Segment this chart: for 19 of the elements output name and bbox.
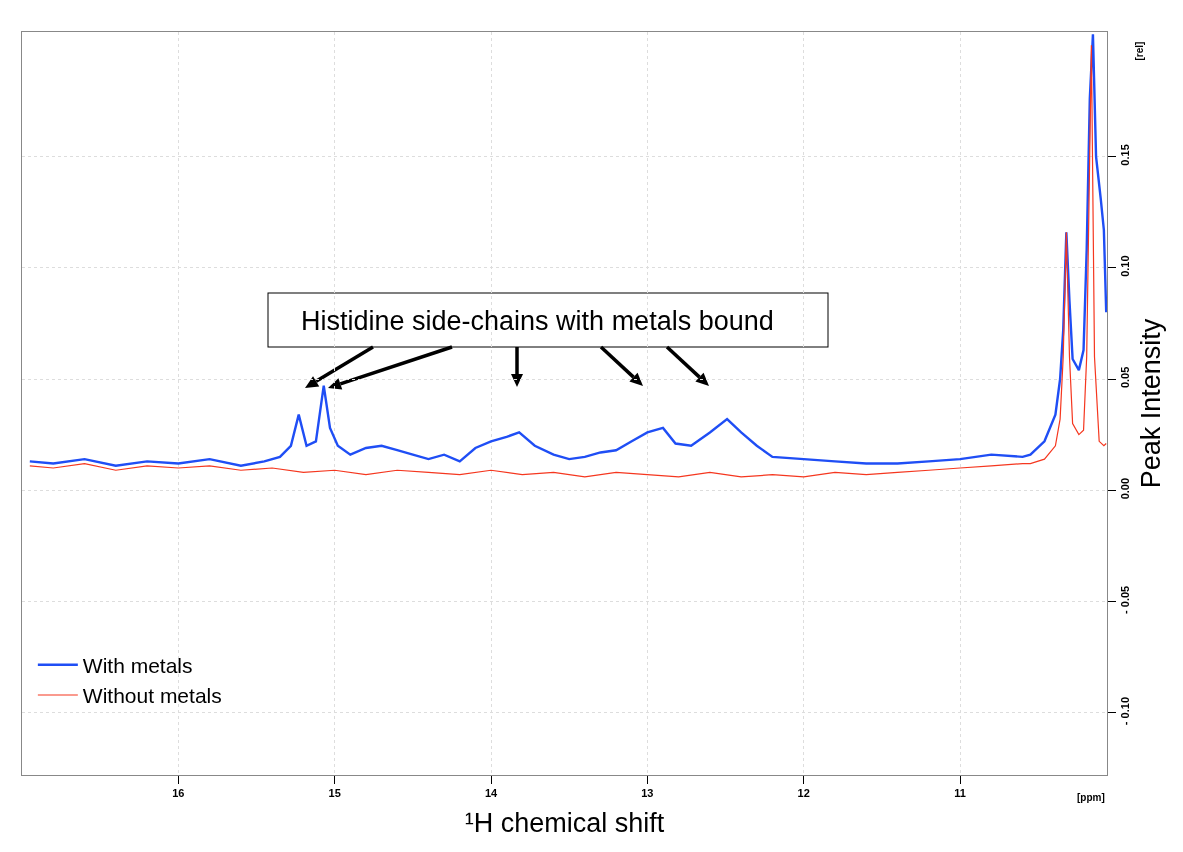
text: [ppm] — [1077, 792, 1105, 803]
x-axis-title: ¹H chemical shift — [464, 807, 665, 838]
legend-label: With metals — [82, 653, 193, 677]
y-tick-label: 0.00 — [1119, 477, 1132, 500]
x-tick-label: 11 — [954, 787, 966, 800]
x-tick-label: 16 — [172, 787, 185, 800]
x-tick-label: 12 — [797, 787, 810, 800]
text: [rel] — [1133, 41, 1145, 61]
y-tick-label: 0.05 — [1119, 366, 1132, 389]
annotation: Histidine side-chains with metals bound — [301, 306, 774, 336]
legend-label: Without metals — [82, 684, 222, 708]
y-tick-label: 0.10 — [1119, 255, 1132, 277]
y-tick-label: - 0.10 — [1119, 696, 1132, 726]
y-axis-title: Peak Intensity — [1135, 318, 1166, 489]
x-tick-label: 14 — [484, 787, 499, 800]
x-tick-label: 15 — [328, 787, 341, 800]
y-tick-label: - 0.05 — [1119, 585, 1132, 614]
x-tick-label: 13 — [641, 787, 654, 800]
y-tick-label: 0.15 — [1119, 144, 1132, 166]
